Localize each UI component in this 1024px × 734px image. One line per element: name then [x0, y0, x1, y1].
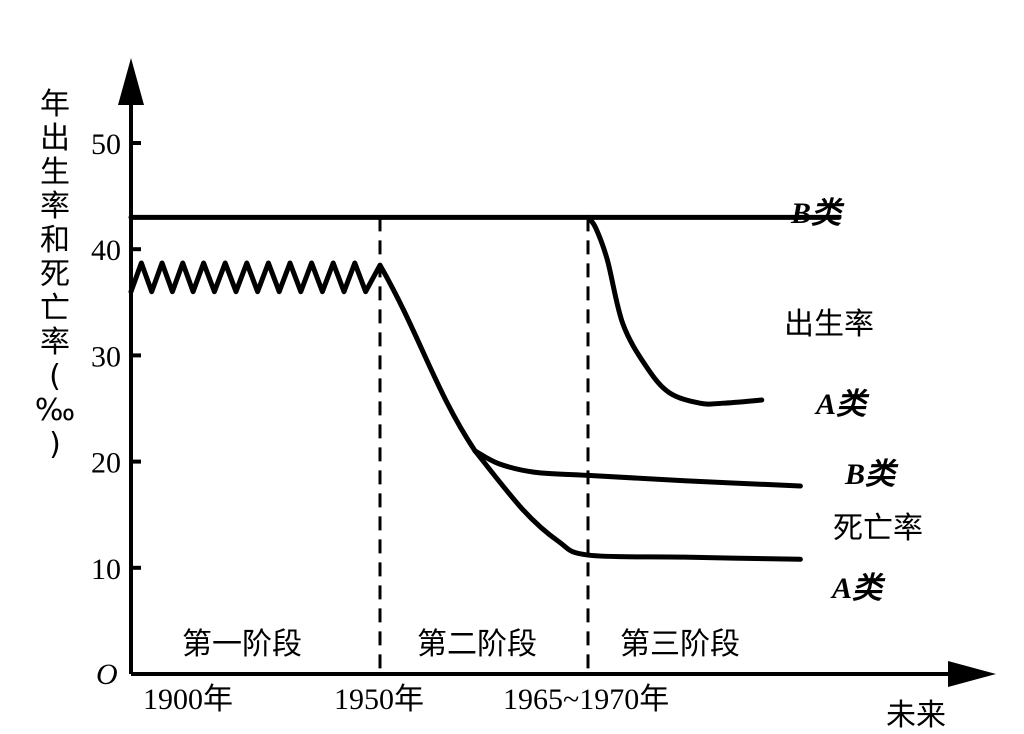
y-axis-label-char: 生 — [40, 155, 70, 190]
y-axis-label-char: 死 — [40, 257, 70, 292]
stage-dividers — [378, 217, 590, 674]
series-label-death-a: A类 — [830, 572, 886, 605]
stage-label-1: 第一阶段 — [182, 627, 302, 662]
y-axis-label-char: 年 — [40, 87, 70, 122]
stage-label-3: 第三阶段 — [620, 627, 740, 662]
series-label-death-b-text: B类 — [844, 458, 899, 491]
series-early-line — [128, 260, 478, 454]
y-axis-label-char: 率 — [40, 189, 70, 224]
y-axis-label-char: 和 — [40, 223, 70, 258]
series-death-b-line — [472, 448, 803, 489]
y-axis-label: 年出生率和死亡率(‰) — [35, 87, 75, 462]
group-label-death: 死亡率 — [833, 511, 923, 546]
y-tick-label-40: 40 — [91, 234, 121, 267]
y-axis-arrow — [118, 58, 144, 105]
series-birth-a-line — [585, 214, 765, 407]
series-label-birth-b-text: B类 — [790, 197, 845, 230]
y-tick-label-20: 20 — [91, 447, 121, 480]
origin-label: O — [96, 658, 118, 691]
group-label-birth: 出生率 — [784, 307, 874, 342]
series-death-a-line — [472, 448, 803, 562]
x-marker-1900: 1900年 — [143, 683, 233, 716]
series-label-birth-a-text: A类 — [814, 388, 870, 421]
y-axis-label-char: 亡 — [40, 291, 70, 326]
stage-label-2: 第二阶段 — [417, 627, 537, 662]
y-tick-label-50: 50 — [91, 128, 121, 161]
y-axis-label-char: 出 — [40, 121, 70, 156]
y-axis-label-char: 率 — [40, 325, 70, 360]
y-axis-label-char: ‰ — [35, 393, 75, 428]
x-marker-1965-1970: 1965~1970年 — [503, 683, 669, 716]
series-label-death-b: B类 — [844, 458, 899, 491]
series-label-birth-a: A类 — [814, 388, 870, 421]
y-ticks: 10 20 30 40 50 — [91, 128, 141, 586]
x-axis-label: 未来 — [886, 698, 946, 733]
series-label-birth-b: B类 — [790, 197, 845, 230]
series-lines — [128, 214, 842, 562]
x-marker-1950: 1950年 — [334, 683, 424, 716]
x-axis-arrow — [948, 661, 996, 687]
y-axis-label-char: ( — [49, 359, 61, 394]
series-label-death-a-text: A类 — [830, 572, 886, 605]
y-axis-label-char: ) — [49, 427, 61, 462]
y-tick-label-10: 10 — [91, 553, 121, 586]
y-tick-label-30: 30 — [91, 340, 121, 373]
